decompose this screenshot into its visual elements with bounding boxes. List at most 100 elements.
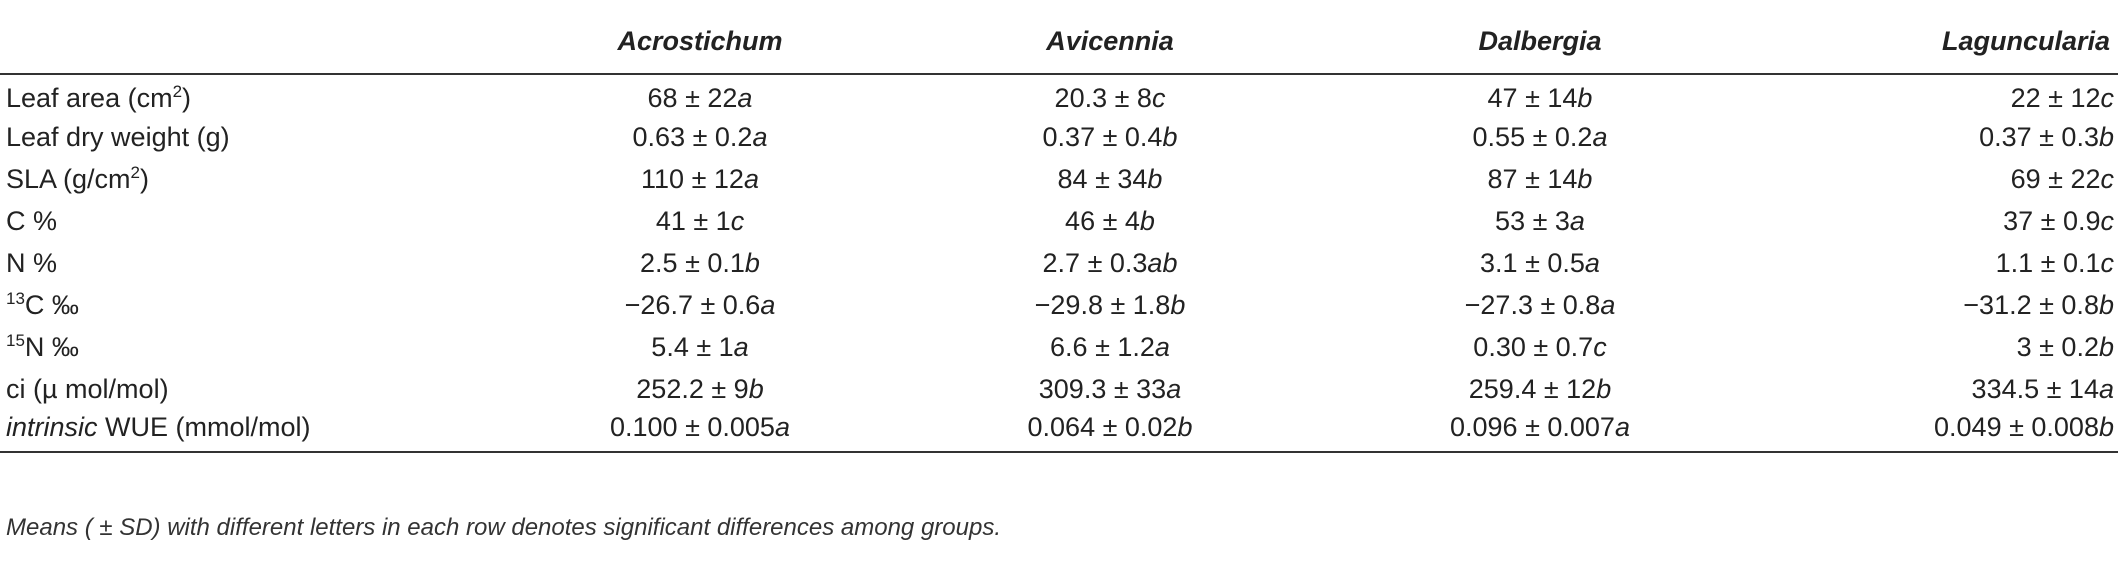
table-cell: 334.5 ± 14a	[1760, 368, 2118, 410]
table-row: Leaf area (cm2) 68 ± 22a 20.3 ± 8c 47 ± 14b…	[0, 74, 2118, 116]
cell-significance-letter: a	[1614, 412, 1630, 442]
table-cell: 46 ± 4b	[900, 200, 1320, 242]
table-cell: 0.096 ± 0.007a	[1320, 410, 1760, 453]
cell-value: 22 ± 12	[2010, 83, 2101, 113]
table-cell: 309.3 ± 33a	[900, 368, 1320, 410]
row-label-suffix: C ‰	[24, 289, 79, 320]
row-label: Leaf area (cm2)	[0, 74, 500, 116]
cell-value: 334.5 ± 14	[1971, 373, 2099, 404]
cell-significance-letter: b	[2098, 331, 2114, 362]
table-row: ci (µ mol/mol) 252.2 ± 9b 309.3 ± 33a 259.4…	[0, 368, 2118, 410]
table-cell: 41 ± 1c	[500, 200, 900, 242]
cell-significance-letter: a	[1154, 331, 1170, 362]
row-label: 15N ‰	[0, 326, 500, 368]
row-label-italic: intrinsic	[6, 412, 98, 442]
cell-value: 0.63 ± 0.2	[632, 121, 753, 152]
cell-significance-letter: b	[1577, 83, 1593, 113]
cell-value: 0.37 ± 0.4	[1042, 121, 1163, 152]
cell-significance-letter: b	[1177, 412, 1193, 442]
cell-significance-letter: a	[752, 121, 768, 152]
cell-significance-letter: b	[2098, 412, 2114, 442]
cell-value: 84 ± 34	[1057, 163, 1148, 194]
table-cell: 0.049 ± 0.008b	[1760, 410, 2118, 453]
table-cell: 1.1 ± 0.1c	[1760, 242, 2118, 284]
header-blank	[0, 10, 500, 75]
table-cell: 68 ± 22a	[500, 74, 900, 116]
table-cell: 2.7 ± 0.3ab	[900, 242, 1320, 284]
table-cell: 53 ± 3a	[1320, 200, 1760, 242]
table-cell: 5.4 ± 1a	[500, 326, 900, 368]
table-cell: 0.55 ± 0.2a	[1320, 116, 1760, 158]
cell-significance-letter: a	[733, 331, 749, 362]
row-label: ci (µ mol/mol)	[0, 368, 500, 410]
row-label-text: Leaf area (cm	[6, 83, 173, 113]
table-cell: −27.3 ± 0.8a	[1320, 284, 1760, 326]
cell-value: 87 ± 14	[1487, 163, 1578, 194]
cell-value: 0.096 ± 0.007	[1450, 412, 1615, 442]
row-label: N %	[0, 242, 500, 284]
cell-significance-letter: c	[730, 205, 745, 236]
cell-significance-letter: c	[2100, 83, 2115, 113]
cell-significance-letter: a	[743, 163, 759, 194]
table-cell: 47 ± 14b	[1320, 74, 1760, 116]
row-label-text: Leaf dry weight (g)	[6, 121, 230, 152]
cell-significance-letter: c	[2100, 247, 2115, 278]
table-cell: 0.37 ± 0.4b	[900, 116, 1320, 158]
row-label: 13C ‰	[0, 284, 500, 326]
cell-significance-letter: c	[2100, 205, 2115, 236]
table-cell: 0.63 ± 0.2a	[500, 116, 900, 158]
table-row: 15N ‰ 5.4 ± 1a 6.6 ± 1.2a 0.30 ± 0.7c 3 ± 0.…	[0, 326, 2118, 368]
header-acrostichum: Acrostichum	[500, 10, 900, 75]
cell-value: 47 ± 14	[1487, 83, 1578, 113]
cell-value: 0.55 ± 0.2	[1472, 121, 1593, 152]
cell-value: 3.1 ± 0.5	[1480, 247, 1585, 278]
row-label-superscript: 2	[130, 162, 141, 182]
table-cell: 87 ± 14b	[1320, 158, 1760, 200]
cell-significance-letter: b	[2098, 289, 2114, 320]
table-row: N % 2.5 ± 0.1b 2.7 ± 0.3ab 3.1 ± 0.5a 1.1 ± …	[0, 242, 2118, 284]
table-cell: 110 ± 12a	[500, 158, 900, 200]
cell-significance-letter: c	[1593, 331, 1607, 362]
table-cell: 0.100 ± 0.005a	[500, 410, 900, 453]
table-cell: −29.8 ± 1.8b	[900, 284, 1320, 326]
cell-significance-letter: b	[1147, 163, 1163, 194]
table-cell: 2.5 ± 0.1b	[500, 242, 900, 284]
row-label: intrinsic WUE (mmol/mol)	[0, 410, 500, 453]
cell-significance-letter: a	[1600, 289, 1616, 320]
cell-significance-letter: a	[760, 289, 776, 320]
cell-value: 252.2 ± 9	[636, 373, 749, 404]
table-cell: 0.30 ± 0.7c	[1320, 326, 1760, 368]
table-row: SLA (g/cm2) 110 ± 12a 84 ± 34b 87 ± 14b 69 ±…	[0, 158, 2118, 200]
cell-value: 309.3 ± 33	[1038, 373, 1167, 404]
row-label: SLA (g/cm2)	[0, 158, 500, 200]
table-cell: 3.1 ± 0.5a	[1320, 242, 1760, 284]
row-label: Leaf dry weight (g)	[0, 116, 500, 158]
cell-significance-letter: a	[774, 412, 790, 442]
cell-significance-letter: c	[2100, 163, 2115, 194]
row-label-rest: WUE (mmol/mol)	[97, 412, 311, 442]
row-label-suffix: )	[182, 83, 192, 113]
cell-value: 69 ± 22	[2010, 163, 2101, 194]
row-label-suffix: )	[140, 163, 150, 194]
cell-value: 3 ± 0.2	[2016, 331, 2099, 362]
cell-significance-letter: b	[1162, 121, 1178, 152]
table-cell: −26.7 ± 0.6a	[500, 284, 900, 326]
table-row: intrinsic WUE (mmol/mol) 0.100 ± 0.005a 0.…	[0, 410, 2118, 453]
table-cell: −31.2 ± 0.8b	[1760, 284, 2118, 326]
cell-significance-letter: b	[2098, 121, 2114, 152]
data-table: Acrostichum Avicennia Dalbergia Laguncul…	[0, 10, 2118, 453]
cell-significance-letter: ab	[1147, 247, 1178, 278]
cell-value: 41 ± 1	[655, 205, 731, 236]
table-cell: 6.6 ± 1.2a	[900, 326, 1320, 368]
table-cell: 22 ± 12c	[1760, 74, 2118, 116]
cell-value: 5.4 ± 1	[651, 331, 734, 362]
table-cell: 84 ± 34b	[900, 158, 1320, 200]
cell-significance-letter: a	[1584, 247, 1600, 278]
cell-value: −31.2 ± 0.8	[1963, 289, 2099, 320]
table-cell: 0.37 ± 0.3b	[1760, 116, 2118, 158]
cell-significance-letter: b	[1139, 205, 1155, 236]
cell-value: 37 ± 0.9	[2003, 205, 2101, 236]
row-label-text: C %	[6, 205, 58, 236]
cell-value: −27.3 ± 0.8	[1464, 289, 1601, 320]
